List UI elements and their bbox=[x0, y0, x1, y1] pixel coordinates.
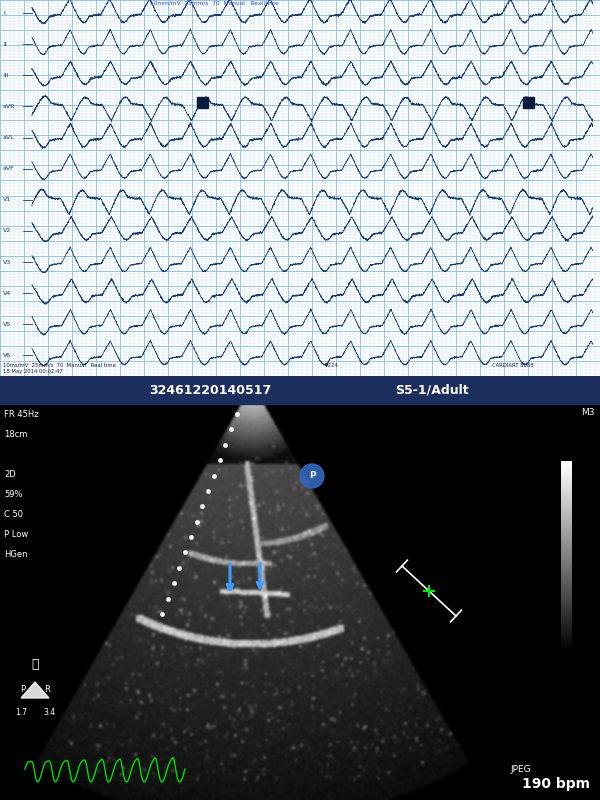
Text: V1: V1 bbox=[3, 198, 11, 202]
Bar bbox=[0, 376, 600, 404]
Text: 3.4: 3.4 bbox=[43, 708, 55, 717]
Text: V2: V2 bbox=[3, 228, 11, 234]
Text: 2D: 2D bbox=[4, 470, 16, 479]
Text: V6: V6 bbox=[3, 353, 11, 358]
Text: 1.7: 1.7 bbox=[15, 708, 27, 717]
Bar bbox=[197, 98, 208, 108]
Text: 10mm/mV  25mm/s  70  Manual   Real time: 10mm/mV 25mm/s 70 Manual Real time bbox=[150, 1, 278, 6]
Text: V3: V3 bbox=[3, 259, 11, 265]
Text: CARDIART 8888: CARDIART 8888 bbox=[492, 362, 533, 368]
Text: aVF: aVF bbox=[3, 166, 15, 171]
Text: P Low: P Low bbox=[4, 530, 28, 539]
Text: 32461220140517: 32461220140517 bbox=[149, 383, 271, 397]
Text: C 50: C 50 bbox=[4, 510, 23, 519]
Text: III: III bbox=[3, 73, 8, 78]
Text: V5: V5 bbox=[3, 322, 11, 326]
Text: HGen: HGen bbox=[4, 550, 28, 559]
Text: P: P bbox=[308, 471, 316, 481]
Text: 18cm: 18cm bbox=[4, 430, 28, 439]
Text: ⓘ: ⓘ bbox=[31, 658, 39, 671]
Circle shape bbox=[300, 464, 324, 488]
Polygon shape bbox=[21, 682, 49, 698]
Text: I: I bbox=[3, 10, 5, 16]
Text: 10ms/mV  25mm/s  70  Manual   Real time: 10ms/mV 25mm/s 70 Manual Real time bbox=[3, 362, 116, 368]
Text: P: P bbox=[20, 686, 26, 694]
Text: 18 May 2014 00:02:47: 18 May 2014 00:02:47 bbox=[3, 369, 63, 374]
Text: 59%: 59% bbox=[4, 490, 23, 499]
Text: aVR: aVR bbox=[3, 104, 16, 109]
Text: 190 bpm: 190 bpm bbox=[522, 777, 590, 791]
Text: S5-1/Adult: S5-1/Adult bbox=[395, 383, 469, 397]
Bar bbox=[523, 98, 534, 108]
Text: aVL: aVL bbox=[3, 135, 14, 140]
Text: JPEG: JPEG bbox=[510, 766, 530, 774]
Text: II: II bbox=[3, 42, 7, 46]
Text: M3: M3 bbox=[581, 408, 595, 417]
Text: R: R bbox=[44, 686, 50, 694]
Text: FR 45Hz: FR 45Hz bbox=[4, 410, 38, 419]
Text: V4: V4 bbox=[3, 290, 11, 296]
Text: ♥224: ♥224 bbox=[324, 362, 339, 368]
